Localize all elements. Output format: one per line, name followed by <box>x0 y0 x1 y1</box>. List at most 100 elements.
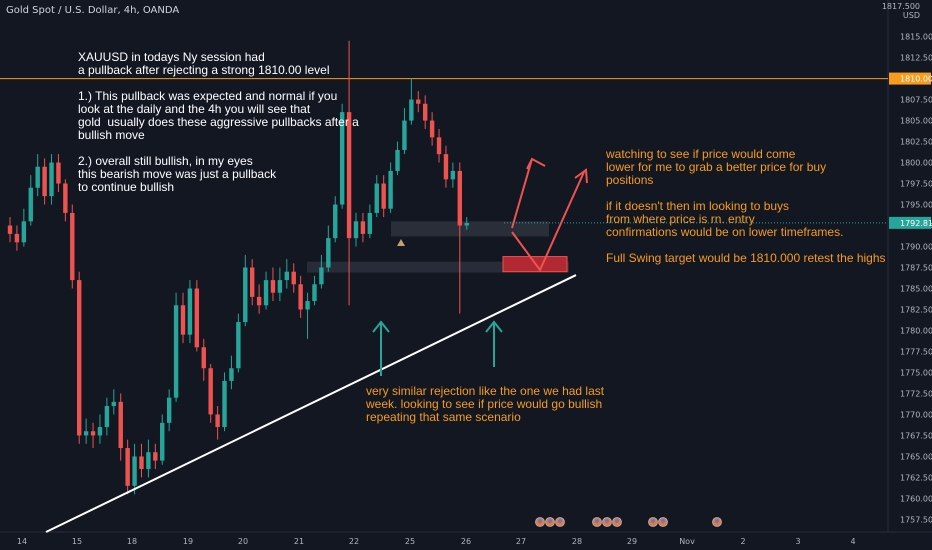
candle-body[interactable] <box>83 431 89 436</box>
candle-body[interactable] <box>125 448 130 486</box>
candle-body[interactable] <box>360 221 366 234</box>
candle-body[interactable] <box>97 427 103 436</box>
candle-body[interactable] <box>423 103 428 121</box>
price-tick-label: 1805.000 <box>900 117 932 126</box>
candle-body[interactable] <box>132 456 137 486</box>
candle-body[interactable] <box>49 162 54 197</box>
candle-body[interactable] <box>56 162 61 184</box>
candle-body[interactable] <box>381 183 386 209</box>
candle-body[interactable] <box>21 221 27 243</box>
price-tick-label: 1760.000 <box>900 494 932 503</box>
time-tick-label: Nov <box>679 537 695 546</box>
symbol-title[interactable]: Gold Spot / U.S. Dollar, 4h, OANDA <box>6 5 180 16</box>
price-tick-label: 1785.000 <box>900 284 932 293</box>
red-arrow-path-2[interactable] <box>511 171 585 272</box>
candle-body[interactable] <box>409 99 414 121</box>
candle-body[interactable] <box>28 187 33 222</box>
candle-body[interactable] <box>194 288 200 348</box>
note-bottom[interactable]: very similar rejection like the one we h… <box>366 384 605 424</box>
price-tick-label: 1777.500 <box>900 347 932 356</box>
candle-body[interactable] <box>243 267 248 323</box>
time-tick-label: 4 <box>850 537 855 546</box>
event-flag-icon-inner <box>558 519 562 523</box>
candle-body[interactable] <box>284 271 289 281</box>
candle-body[interactable] <box>160 422 165 461</box>
candle-body[interactable] <box>222 380 227 428</box>
time-tick-label: 21 <box>294 537 304 546</box>
candle-body[interactable] <box>312 284 317 302</box>
candle-body[interactable] <box>464 222 469 226</box>
candle-body[interactable] <box>291 271 296 285</box>
candle-body[interactable] <box>146 452 151 470</box>
support-zone[interactable] <box>307 261 569 273</box>
price-tick-label: 1802.500 <box>900 138 932 147</box>
candle-body[interactable] <box>429 120 435 138</box>
candle-body[interactable] <box>457 170 462 226</box>
candle-body[interactable] <box>63 183 68 213</box>
candle-body[interactable] <box>111 401 116 407</box>
candle-body[interactable] <box>416 99 421 104</box>
price-tick-label: 1800.000 <box>900 159 932 168</box>
event-flag-icon-inner <box>538 519 542 523</box>
time-tick-label: 3 <box>795 537 800 546</box>
candle-body[interactable] <box>339 112 345 205</box>
red-arrow-up-1[interactable] <box>511 158 533 229</box>
candle-body[interactable] <box>402 120 407 150</box>
candle-body[interactable] <box>153 452 158 461</box>
teal-arrow-right-head <box>485 320 503 333</box>
price-tick-label: 1762.500 <box>900 473 932 482</box>
triangle-marker <box>397 239 405 246</box>
time-tick-label: 26 <box>461 537 471 546</box>
candle-body[interactable] <box>319 267 324 285</box>
candle-body[interactable] <box>333 204 338 239</box>
candle-body[interactable] <box>443 154 449 180</box>
candle-body[interactable] <box>14 233 20 243</box>
candle-body[interactable] <box>236 322 241 369</box>
candle-body[interactable] <box>173 305 179 398</box>
candle-body[interactable] <box>395 149 400 171</box>
candle-body[interactable] <box>187 288 193 335</box>
candle-body[interactable] <box>436 137 442 155</box>
candle-body[interactable] <box>118 401 123 449</box>
price-tick-label: 1790.000 <box>900 243 932 252</box>
candle-body[interactable] <box>256 296 262 306</box>
candle-body[interactable] <box>353 221 359 239</box>
candle-body[interactable] <box>77 280 82 436</box>
candle-body[interactable] <box>298 284 303 310</box>
candle-body[interactable] <box>326 238 331 268</box>
note-right[interactable]: watching to see if price would come lowe… <box>606 147 886 265</box>
candle-body[interactable] <box>450 170 456 180</box>
candle-body[interactable] <box>104 406 110 428</box>
candle-body[interactable] <box>7 225 13 234</box>
candle-body[interactable] <box>180 305 186 335</box>
time-tick-label: 2 <box>740 537 745 546</box>
candle-body[interactable] <box>346 112 352 239</box>
candle-body[interactable] <box>263 280 269 306</box>
candle-body[interactable] <box>70 212 75 281</box>
time-tick-label: 29 <box>627 537 637 546</box>
candle-body[interactable] <box>215 414 220 428</box>
event-flag-icon-inner <box>661 519 665 523</box>
candle-body[interactable] <box>35 166 40 188</box>
candle-body[interactable] <box>208 368 213 415</box>
note-top-left[interactable]: XAUUSD in todays Ny session had a pullba… <box>78 50 359 194</box>
candle-body[interactable] <box>201 347 206 369</box>
candle-body[interactable] <box>139 456 144 470</box>
candle-body[interactable] <box>229 368 234 381</box>
candle-body[interactable] <box>367 212 373 234</box>
candle-body[interactable] <box>42 166 47 197</box>
candle-body[interactable] <box>166 397 172 423</box>
candle-body[interactable] <box>250 267 255 297</box>
candle-body[interactable] <box>277 280 283 293</box>
candle-body[interactable] <box>388 170 393 209</box>
candle-body[interactable] <box>270 280 276 293</box>
trendline[interactable] <box>45 274 577 533</box>
candle-body[interactable] <box>90 431 96 436</box>
resistance-zone[interactable] <box>391 221 549 237</box>
candle-body[interactable] <box>305 301 310 310</box>
time-tick-label: 28 <box>572 537 582 546</box>
price-tick-label: 1765.000 <box>900 452 932 461</box>
candle-body[interactable] <box>374 183 379 213</box>
